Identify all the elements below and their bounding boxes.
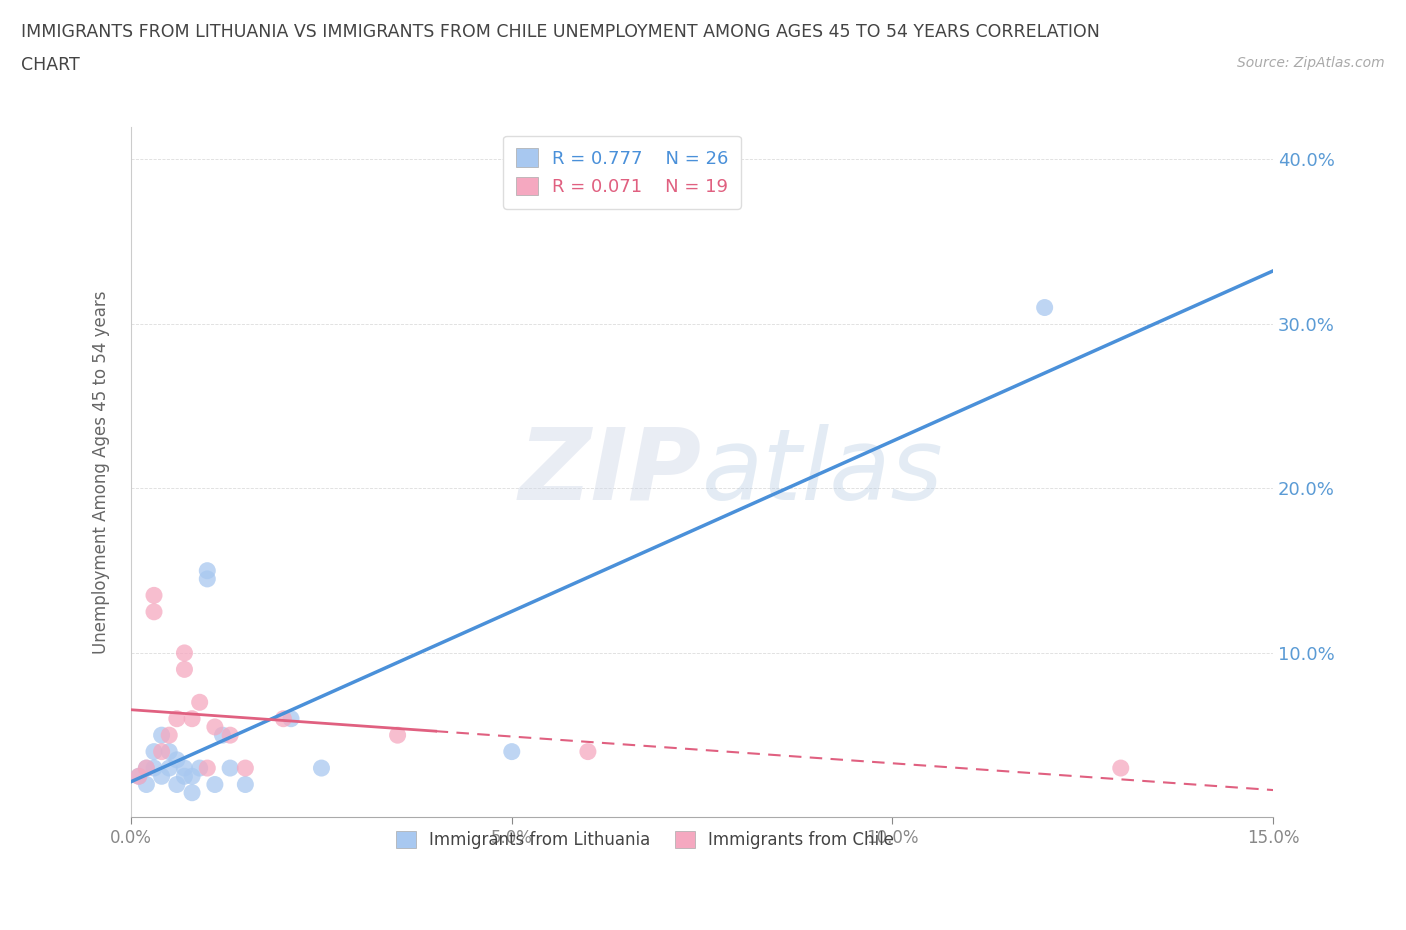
Point — [235, 761, 257, 776]
Text: IMMIGRANTS FROM LITHUANIA VS IMMIGRANTS FROM CHILE UNEMPLOYMENT AMONG AGES 45 TO: IMMIGRANTS FROM LITHUANIA VS IMMIGRANTS … — [21, 23, 1099, 41]
Point — [150, 728, 173, 743]
Point — [166, 777, 188, 792]
Point — [181, 785, 204, 800]
Point — [211, 728, 233, 743]
Point — [157, 728, 180, 743]
Point — [143, 744, 166, 759]
Point — [1109, 761, 1132, 776]
Point — [1033, 300, 1056, 315]
Point — [576, 744, 599, 759]
Point — [157, 744, 180, 759]
Point — [387, 728, 409, 743]
Point — [135, 761, 157, 776]
Point — [501, 744, 523, 759]
Point — [311, 761, 333, 776]
Text: atlas: atlas — [702, 423, 943, 521]
Point — [173, 645, 195, 660]
Text: ZIP: ZIP — [519, 423, 702, 521]
Point — [150, 744, 173, 759]
Point — [204, 777, 226, 792]
Point — [188, 761, 211, 776]
Point — [143, 588, 166, 603]
Point — [181, 769, 204, 784]
Point — [188, 695, 211, 710]
Point — [157, 761, 180, 776]
Point — [235, 777, 257, 792]
Point — [280, 711, 302, 726]
Point — [195, 564, 218, 578]
Point — [135, 761, 157, 776]
Point — [166, 711, 188, 726]
Point — [219, 761, 242, 776]
Point — [166, 752, 188, 767]
Point — [195, 571, 218, 586]
Point — [135, 777, 157, 792]
Point — [143, 604, 166, 619]
Point — [150, 769, 173, 784]
Point — [128, 769, 150, 784]
Point — [195, 761, 218, 776]
Point — [143, 761, 166, 776]
Point — [173, 662, 195, 677]
Y-axis label: Unemployment Among Ages 45 to 54 years: Unemployment Among Ages 45 to 54 years — [93, 290, 110, 654]
Point — [219, 728, 242, 743]
Point — [128, 769, 150, 784]
Point — [181, 711, 204, 726]
Legend: Immigrants from Lithuania, Immigrants from Chile: Immigrants from Lithuania, Immigrants fr… — [387, 823, 903, 857]
Text: Source: ZipAtlas.com: Source: ZipAtlas.com — [1237, 56, 1385, 70]
Text: CHART: CHART — [21, 56, 80, 73]
Point — [273, 711, 295, 726]
Point — [204, 720, 226, 735]
Point — [173, 761, 195, 776]
Point — [173, 769, 195, 784]
